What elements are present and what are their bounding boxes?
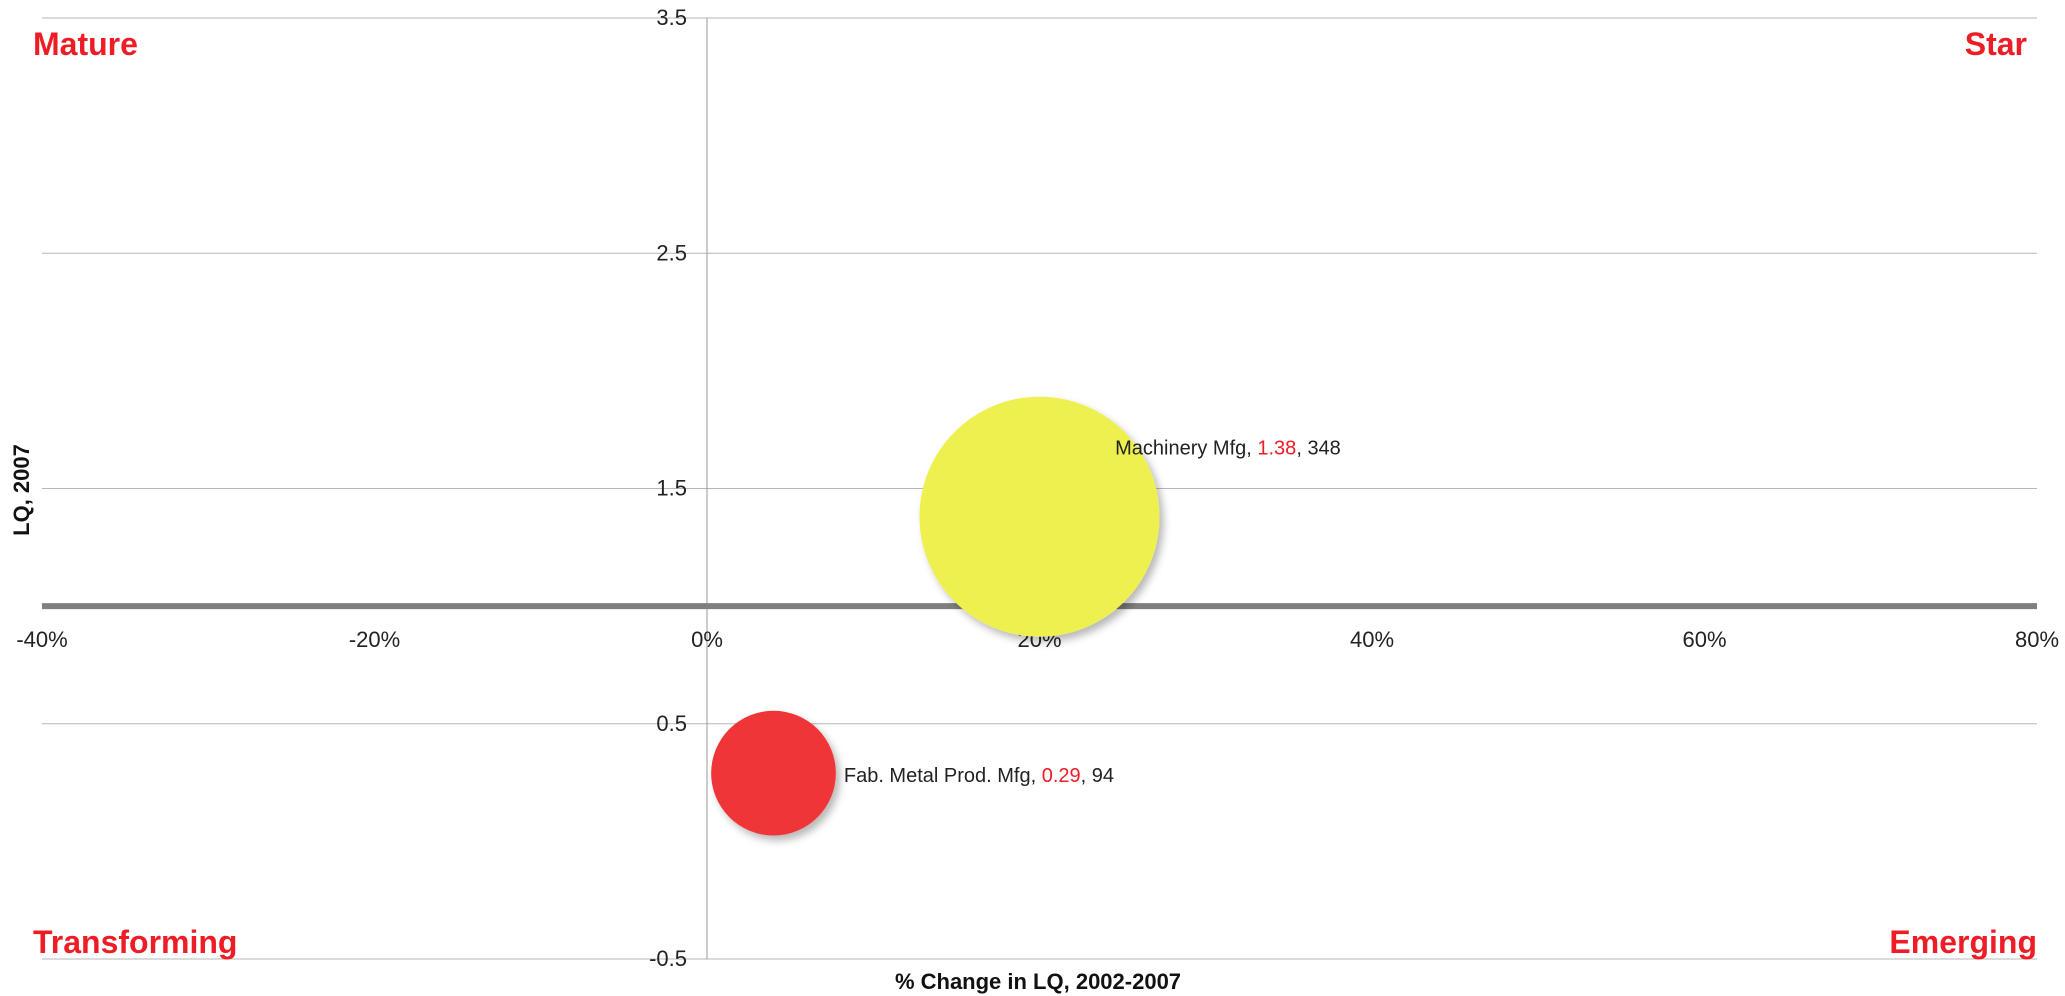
y-axis-title: LQ, 2007 bbox=[9, 444, 34, 536]
bubble-label-size: 348 bbox=[1307, 437, 1340, 459]
bubble-label-size: 94 bbox=[1092, 765, 1114, 787]
y-tick-labels: -0.5 0.5 1.5 2.5 3.5 bbox=[649, 5, 687, 971]
bubble bbox=[711, 710, 836, 836]
x-tick-label: 60% bbox=[1682, 627, 1726, 652]
x-axis-title: % Change in LQ, 2002-2007 bbox=[895, 969, 1181, 994]
bubble-label-separator: , bbox=[1031, 765, 1042, 787]
bubble-label-lq: 0.29 bbox=[1042, 765, 1081, 787]
x-tick-label: 40% bbox=[1350, 627, 1394, 652]
bubble-label: Fab. Metal Prod. Mfg, 0.29, 94 bbox=[844, 765, 1114, 787]
bubble-label: Machinery Mfg, 1.38, 348 bbox=[1115, 437, 1341, 459]
y-tick-label: 0.5 bbox=[656, 711, 687, 736]
x-tick-label: 0% bbox=[691, 627, 723, 652]
bubble-label-lq: 1.38 bbox=[1257, 437, 1296, 459]
bubble-label-name: Machinery Mfg bbox=[1115, 437, 1246, 459]
y-tick-label: 3.5 bbox=[656, 5, 687, 30]
bubble-label-separator: , bbox=[1246, 437, 1257, 459]
x-tick-labels: -40% -20% 0% 20% 40% 60% 80% bbox=[16, 627, 2059, 652]
quadrant-label-star: Star bbox=[1965, 26, 2027, 62]
quadrant-label-emerging: Emerging bbox=[1889, 924, 2037, 960]
bubble-label-name: Fab. Metal Prod. Mfg bbox=[844, 765, 1031, 787]
quadrant-label-mature: Mature bbox=[33, 26, 138, 62]
x-tick-label: -40% bbox=[16, 627, 67, 652]
y-tick-label: 1.5 bbox=[656, 476, 687, 501]
quadrant-label-transforming: Transforming bbox=[33, 924, 237, 960]
bubble bbox=[919, 396, 1160, 637]
y-tick-label: 2.5 bbox=[656, 240, 687, 265]
bubble-label-separator: , bbox=[1081, 765, 1092, 787]
bubble-label-separator: , bbox=[1296, 437, 1307, 459]
x-tick-label: 80% bbox=[2015, 627, 2059, 652]
bubbles bbox=[711, 396, 1160, 836]
bubble-labels: Machinery Mfg, 1.38, 348 Fab. Metal Prod.… bbox=[844, 437, 1341, 787]
y-tick-label: -0.5 bbox=[649, 946, 687, 971]
x-tick-label: -20% bbox=[349, 627, 400, 652]
